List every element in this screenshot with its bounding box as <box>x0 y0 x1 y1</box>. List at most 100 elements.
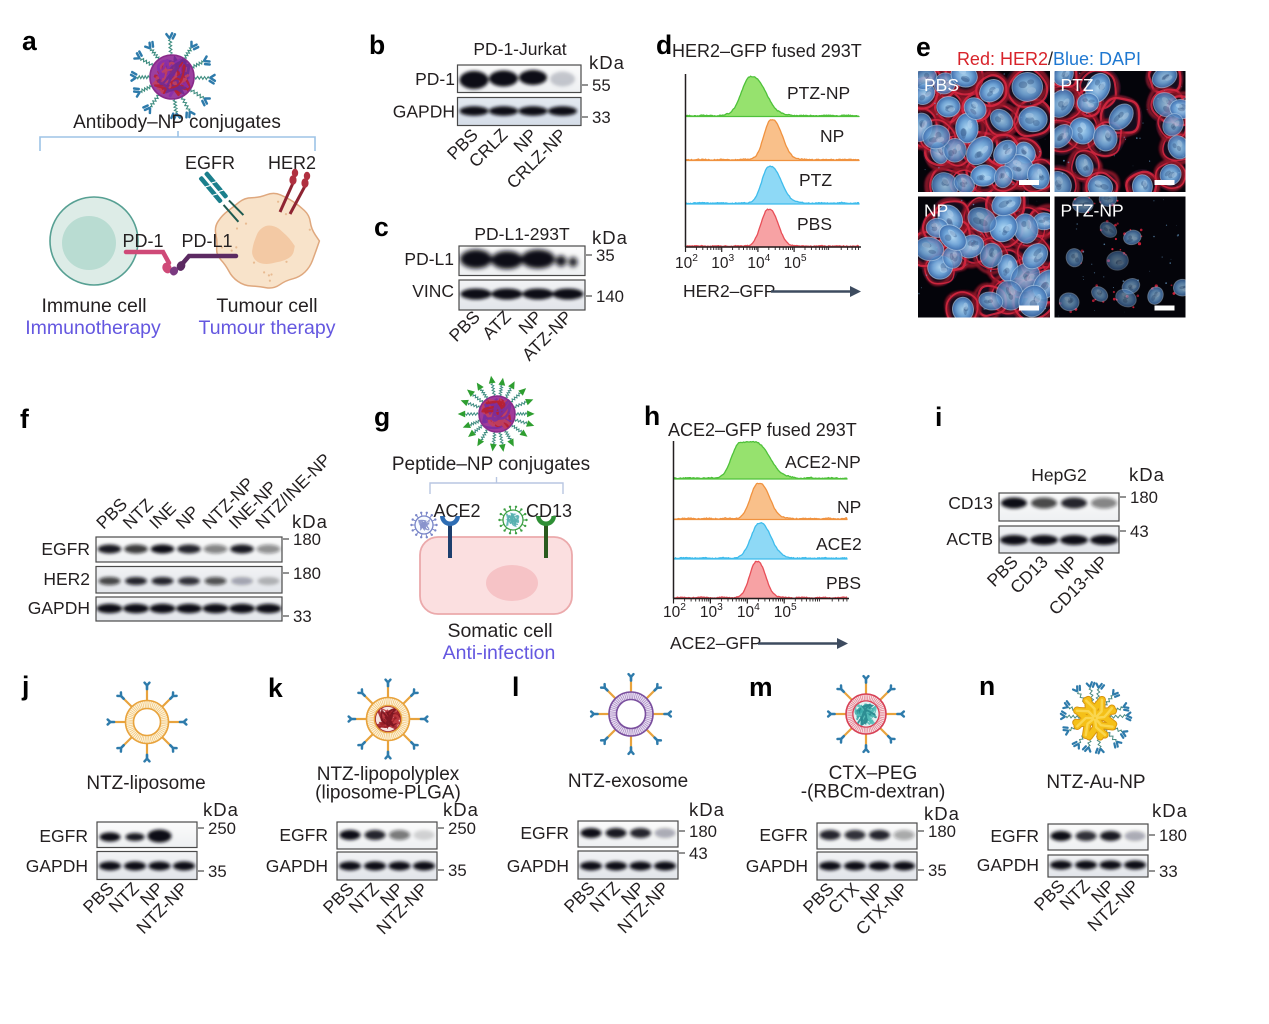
svg-text:NP: NP <box>837 497 861 517</box>
svg-text:GAPDH: GAPDH <box>746 856 808 876</box>
svg-text:GAPDH: GAPDH <box>266 856 328 876</box>
svg-text:HepG2: HepG2 <box>1031 465 1086 485</box>
svg-text:l: l <box>512 672 519 702</box>
svg-text:140: 140 <box>596 287 624 306</box>
svg-text:GAPDH: GAPDH <box>26 856 88 876</box>
svg-text:Tumour therapy: Tumour therapy <box>199 317 336 339</box>
svg-text:EGFR: EGFR <box>759 825 808 845</box>
svg-text:b: b <box>369 30 385 60</box>
svg-text:180: 180 <box>928 822 956 841</box>
svg-text:-(RBCm-dextran): -(RBCm-dextran) <box>801 782 946 803</box>
svg-text:33: 33 <box>592 108 611 127</box>
svg-text:PBS: PBS <box>797 214 832 234</box>
svg-text:h: h <box>644 401 660 431</box>
svg-text:f: f <box>20 404 29 434</box>
svg-text:m: m <box>749 672 773 702</box>
svg-text:a: a <box>22 26 37 56</box>
svg-text:Anti-infection: Anti-infection <box>443 642 556 664</box>
svg-text:GAPDH: GAPDH <box>28 598 90 618</box>
svg-text:PTZ-NP: PTZ-NP <box>1061 201 1124 221</box>
svg-text:PD-L1-293T: PD-L1-293T <box>474 224 570 244</box>
svg-text:PD-1: PD-1 <box>415 69 455 89</box>
svg-text:35: 35 <box>596 246 615 265</box>
svg-text:250: 250 <box>448 819 476 838</box>
svg-text:j: j <box>21 671 29 701</box>
svg-text:CTX–PEG: CTX–PEG <box>829 763 918 784</box>
svg-text:NP: NP <box>924 201 948 221</box>
svg-text:180: 180 <box>1159 826 1187 845</box>
svg-text:kDa: kDa <box>1152 800 1188 821</box>
svg-text:43: 43 <box>689 844 708 863</box>
svg-text:NTZ-exosome: NTZ-exosome <box>568 771 688 792</box>
svg-text:kDa: kDa <box>589 52 625 73</box>
svg-text:Immune cell: Immune cell <box>41 295 146 317</box>
svg-text:PD-L1: PD-L1 <box>404 249 454 269</box>
svg-text:ACTB: ACTB <box>946 529 993 549</box>
svg-text:NTZ-liposome: NTZ-liposome <box>86 773 205 794</box>
svg-text:i: i <box>935 402 942 432</box>
svg-text:kDa: kDa <box>924 803 960 824</box>
svg-text:35: 35 <box>208 862 227 881</box>
svg-text:43: 43 <box>1130 522 1149 541</box>
svg-text:(liposome-PLGA): (liposome-PLGA) <box>315 783 461 804</box>
svg-text:ACE2: ACE2 <box>816 534 862 554</box>
svg-text:Peptide–NP conjugates: Peptide–NP conjugates <box>392 454 590 475</box>
svg-text:kDa: kDa <box>592 227 628 248</box>
svg-text:kDa: kDa <box>292 511 328 532</box>
svg-text:Immunotherapy: Immunotherapy <box>25 317 161 339</box>
svg-text:ACE2–GFP: ACE2–GFP <box>670 633 761 653</box>
svg-text:PBS: PBS <box>826 573 861 593</box>
svg-text:PTZ: PTZ <box>799 170 832 190</box>
svg-text:Tumour cell: Tumour cell <box>216 295 317 317</box>
svg-text:GAPDH: GAPDH <box>507 856 569 876</box>
svg-text:Red: HER2/Blue: DAPI: Red: HER2/Blue: DAPI <box>957 49 1141 69</box>
svg-text:ACE2: ACE2 <box>433 501 480 521</box>
svg-text:kDa: kDa <box>689 799 725 820</box>
svg-text:Somatic cell: Somatic cell <box>447 620 552 642</box>
svg-text:EGFR: EGFR <box>41 539 90 559</box>
svg-text:ACE2-NP: ACE2-NP <box>785 452 861 472</box>
svg-text:Antibody–NP conjugates: Antibody–NP conjugates <box>73 112 281 133</box>
svg-text:GAPDH: GAPDH <box>393 102 455 122</box>
svg-text:PD-L1: PD-L1 <box>181 231 232 251</box>
svg-text:HER2–GFP fused 293T: HER2–GFP fused 293T <box>672 41 862 61</box>
svg-text:35: 35 <box>928 861 947 880</box>
svg-text:HER2: HER2 <box>43 569 90 589</box>
svg-text:PTZ: PTZ <box>1061 75 1094 95</box>
svg-text:180: 180 <box>293 530 321 549</box>
svg-text:kDa: kDa <box>1129 464 1165 485</box>
svg-text:ACE2–GFP fused 293T: ACE2–GFP fused 293T <box>668 420 857 440</box>
svg-text:PTZ-NP: PTZ-NP <box>787 83 850 103</box>
svg-text:180: 180 <box>1130 488 1158 507</box>
svg-text:EGFR: EGFR <box>185 153 235 173</box>
svg-text:kDa: kDa <box>443 799 479 820</box>
svg-text:33: 33 <box>1159 862 1178 881</box>
svg-text:33: 33 <box>293 607 312 626</box>
svg-text:NTZ-lipopolyplex: NTZ-lipopolyplex <box>317 764 460 785</box>
svg-text:PD-1-Jurkat: PD-1-Jurkat <box>473 39 566 59</box>
svg-text:35: 35 <box>448 861 467 880</box>
svg-text:HER2: HER2 <box>268 153 316 173</box>
svg-text:n: n <box>979 671 995 701</box>
svg-text:EGFR: EGFR <box>279 825 328 845</box>
svg-text:CD13: CD13 <box>526 501 572 521</box>
svg-text:55: 55 <box>592 76 611 95</box>
svg-text:kDa: kDa <box>203 799 239 820</box>
svg-text:d: d <box>656 30 672 60</box>
svg-text:PBS: PBS <box>924 75 959 95</box>
svg-text:NP: NP <box>820 126 844 146</box>
svg-text:180: 180 <box>293 564 321 583</box>
svg-text:VINC: VINC <box>412 281 454 301</box>
svg-text:250: 250 <box>208 819 236 838</box>
svg-text:k: k <box>268 673 283 703</box>
svg-text:CD13: CD13 <box>948 493 993 513</box>
svg-text:g: g <box>374 402 390 432</box>
svg-text:PD-1: PD-1 <box>122 231 163 251</box>
svg-text:180: 180 <box>689 822 717 841</box>
svg-text:EGFR: EGFR <box>39 826 88 846</box>
svg-text:EGFR: EGFR <box>520 823 569 843</box>
svg-text:c: c <box>374 212 389 242</box>
svg-text:HER2–GFP: HER2–GFP <box>683 281 775 301</box>
svg-text:e: e <box>916 32 931 62</box>
svg-text:NTZ-Au-NP: NTZ-Au-NP <box>1046 772 1145 793</box>
